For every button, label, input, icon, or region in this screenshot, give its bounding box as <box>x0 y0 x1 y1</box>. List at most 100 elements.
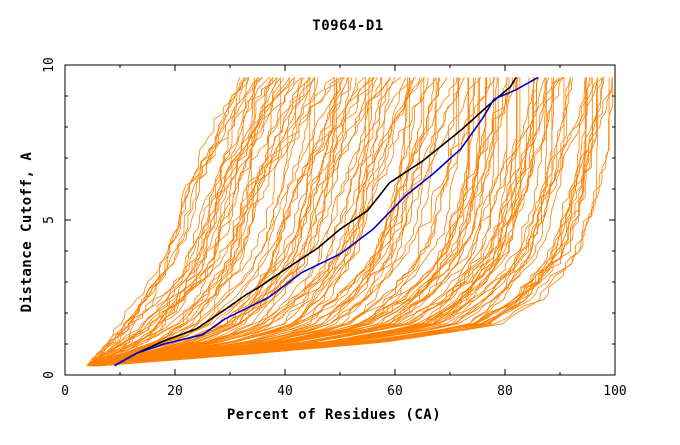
model-curve <box>99 77 563 367</box>
model-curve <box>100 77 613 367</box>
model-curve <box>91 77 465 367</box>
model-curve <box>92 77 372 367</box>
model-curve <box>88 77 415 367</box>
model-curve <box>97 77 604 367</box>
model-curve <box>89 77 437 367</box>
model-curve <box>89 77 246 366</box>
model-curve <box>100 77 593 367</box>
model-curve <box>98 77 574 367</box>
model-curve <box>88 77 391 367</box>
model-curve <box>99 77 613 367</box>
x-axis-title: Percent of Residues (CA) <box>227 407 441 423</box>
model-curve <box>99 77 519 367</box>
x-tick-label: 40 <box>277 384 293 399</box>
model-curve <box>91 77 491 367</box>
model-curve <box>92 77 441 367</box>
model-curve <box>91 77 295 367</box>
model-curve <box>95 77 587 367</box>
model-curve <box>90 77 455 367</box>
model-curve <box>93 77 375 367</box>
model-curve <box>96 77 520 367</box>
model-curve <box>91 77 366 367</box>
model-curve <box>93 77 487 367</box>
x-tick-label: 20 <box>167 384 183 399</box>
model-curve <box>98 77 538 367</box>
model-curve <box>94 77 518 367</box>
model-curve <box>86 77 249 367</box>
model-curve <box>89 77 335 367</box>
model-curve <box>87 77 302 367</box>
model-curve <box>90 77 348 367</box>
model-curve <box>90 77 376 367</box>
model-curve <box>89 77 409 367</box>
x-tick-label: 80 <box>497 384 513 399</box>
model-curve <box>94 77 610 367</box>
axes: 0 20 40 60 80 100 0 5 10 <box>42 57 627 399</box>
model-curve <box>95 77 546 367</box>
model-curve <box>86 77 311 367</box>
y-tick-label: 10 <box>42 57 57 73</box>
model-curve <box>89 77 424 367</box>
model-curve <box>95 77 571 367</box>
series-line-black <box>114 76 517 367</box>
model-curve <box>97 77 603 367</box>
x-tick-label: 100 <box>603 384 626 399</box>
model-curve <box>93 77 382 367</box>
model-curve <box>88 77 255 366</box>
model-curve <box>93 77 563 367</box>
model-curve <box>95 77 590 367</box>
model-curve <box>93 77 435 367</box>
model-curve <box>90 77 260 366</box>
chart-title: T0964-D1 <box>312 18 383 34</box>
model-curve <box>90 77 425 367</box>
model-curve <box>93 77 461 367</box>
model-curve <box>93 77 561 367</box>
model-curve <box>95 77 604 367</box>
model-curve <box>93 77 416 367</box>
model-curve <box>94 77 521 367</box>
model-curve <box>87 77 310 367</box>
model-curve <box>91 77 460 367</box>
x-tick-label: 60 <box>387 384 403 399</box>
model-curve <box>90 77 274 367</box>
model-curve <box>92 77 510 367</box>
model-curve <box>86 77 378 367</box>
model-curve <box>88 77 281 367</box>
model-curve <box>86 77 295 367</box>
model-curve <box>86 77 249 367</box>
model-curve <box>86 77 315 367</box>
model-curve <box>90 77 278 367</box>
model-curve <box>90 77 316 367</box>
model-curve <box>94 77 429 367</box>
model-curve <box>90 77 392 367</box>
model-curve <box>93 77 513 367</box>
model-curve <box>89 77 401 367</box>
model-curve <box>86 77 264 367</box>
y-tick-label: 0 <box>42 371 57 379</box>
model-curve <box>92 77 373 367</box>
model-curve <box>91 77 396 367</box>
model-curve <box>88 77 285 367</box>
model-curve <box>93 77 392 367</box>
model-curve <box>93 77 337 367</box>
model-curve <box>90 77 345 367</box>
model-curve <box>88 77 241 366</box>
model-curve <box>88 77 303 367</box>
model-curve <box>91 77 553 367</box>
model-curve <box>96 77 613 367</box>
series-line-blue <box>114 76 539 367</box>
model-curve <box>86 77 270 367</box>
model-curve <box>91 77 316 367</box>
model-curve <box>88 77 305 367</box>
model-curve <box>91 77 496 367</box>
model-curve <box>93 77 508 367</box>
y-axis-title: Distance Cutoff, A <box>19 152 35 313</box>
x-tick-label: 0 <box>61 384 69 399</box>
model-curve <box>86 77 271 367</box>
model-curve <box>97 77 598 367</box>
model-curve <box>89 77 246 366</box>
model-curve <box>95 77 498 367</box>
model-curve <box>95 77 482 367</box>
